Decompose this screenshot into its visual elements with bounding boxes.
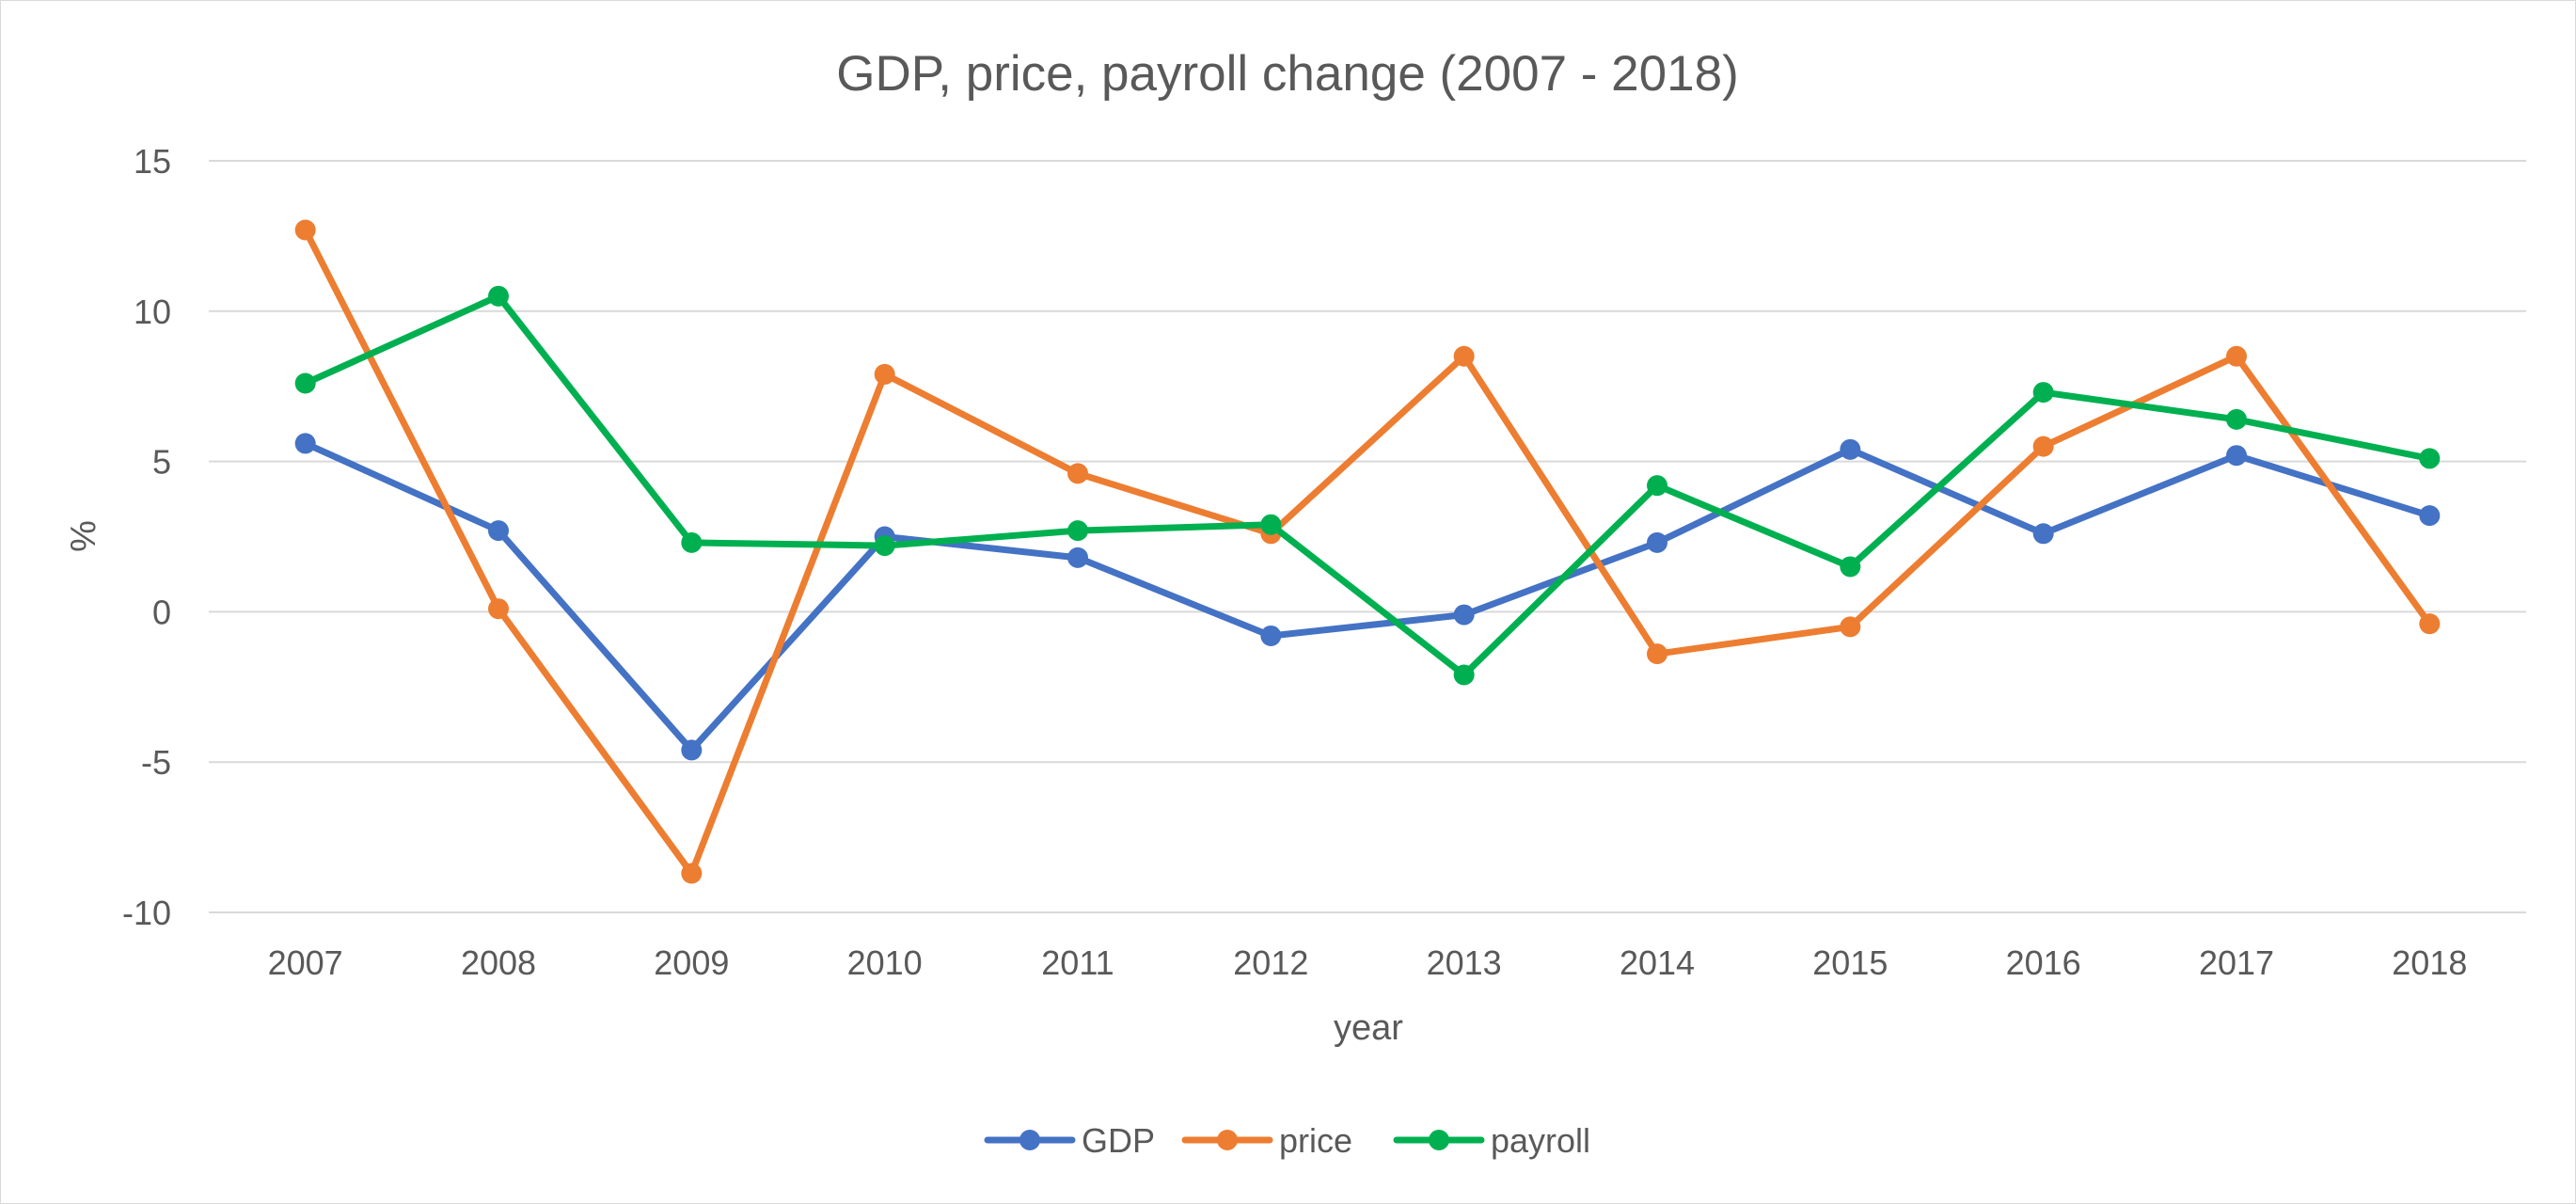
data-point-payroll	[2419, 448, 2441, 469]
y-tick-label: 10	[134, 293, 171, 331]
series-price	[294, 219, 2441, 884]
x-tick-label: 2011	[1041, 943, 1114, 982]
data-point-price	[1067, 463, 1088, 484]
data-point-GDP	[681, 739, 703, 761]
data-point-GDP	[2032, 523, 2054, 545]
x-tick-label: 2016	[2006, 943, 2081, 982]
data-point-price	[2226, 345, 2247, 367]
x-axis-ticks: 2007 2008 2009 2010 2011 2012 2013 2014 2015 2016…	[268, 943, 2468, 982]
legend-marker-price	[1217, 1130, 1238, 1150]
data-point-GDP	[1453, 604, 1475, 626]
legend-marker-GDP	[1019, 1130, 1040, 1150]
data-point-price	[681, 863, 703, 884]
data-point-payroll	[681, 531, 703, 553]
data-point-payroll	[2226, 408, 2247, 430]
x-tick-label: 2009	[654, 943, 729, 982]
data-point-price	[874, 363, 895, 385]
data-point-GDP	[2419, 505, 2441, 527]
data-point-price	[2032, 436, 2054, 457]
x-tick-label: 2017	[2199, 943, 2274, 982]
series-payroll	[294, 285, 2441, 686]
legend-label-price: price	[1279, 1121, 1352, 1160]
chart-title: GDP, price, payroll change (2007 - 2018)	[836, 46, 1738, 102]
y-tick-label: 15	[134, 142, 171, 181]
x-tick-label: 2013	[1427, 943, 1502, 982]
series-line-GDP	[302, 439, 2433, 753]
data-point-price	[2419, 613, 2441, 635]
gridlines	[209, 160, 2526, 913]
data-point-price	[1840, 616, 1861, 638]
x-tick-label: 2012	[1233, 943, 1308, 982]
legend-label-GDP: GDP	[1082, 1121, 1155, 1160]
data-point-payroll	[488, 285, 509, 307]
data-point-payroll	[1453, 664, 1475, 686]
data-point-GDP	[1647, 531, 1667, 553]
data-point-payroll	[2032, 382, 2054, 404]
data-point-GDP	[294, 433, 316, 454]
data-point-payroll	[1067, 520, 1088, 542]
data-point-price	[1647, 643, 1667, 665]
y-axis-label: %	[64, 520, 103, 552]
series-lines	[294, 219, 2441, 884]
y-tick-label: -10	[122, 894, 171, 932]
legend-marker-payroll	[1429, 1130, 1449, 1150]
x-tick-label: 2010	[847, 943, 923, 982]
data-point-price	[1453, 345, 1475, 367]
x-tick-label: 2014	[1620, 943, 1695, 982]
x-axis-label: year	[1334, 1008, 1403, 1048]
data-point-GDP	[1840, 438, 1861, 460]
x-tick-label: 2015	[1812, 943, 1888, 982]
legend-item-GDP: GDP	[984, 1121, 1155, 1160]
y-axis-ticks: 15 10 5 0 -5 -10	[122, 142, 171, 932]
y-tick-label: 0	[152, 593, 171, 631]
data-point-payroll	[874, 535, 895, 557]
data-point-price	[488, 598, 509, 620]
legend-item-payroll: payroll	[1393, 1121, 1590, 1160]
x-tick-label: 2007	[268, 943, 343, 982]
series-line-payroll	[302, 293, 2433, 678]
data-point-GDP	[488, 520, 509, 542]
y-tick-label: 5	[152, 443, 171, 482]
data-point-payroll	[294, 372, 316, 394]
data-point-payroll	[1260, 514, 1282, 535]
data-point-price	[294, 219, 316, 241]
data-point-GDP	[1067, 547, 1088, 568]
legend: GDP price payroll	[984, 1121, 1590, 1160]
legend-item-price: price	[1181, 1121, 1352, 1160]
data-point-GDP	[1260, 625, 1282, 646]
data-point-payroll	[1840, 556, 1861, 578]
x-tick-label: 2008	[461, 943, 536, 982]
data-point-payroll	[1647, 475, 1667, 497]
x-tick-label: 2018	[2392, 943, 2467, 982]
y-tick-label: -5	[141, 743, 171, 782]
legend-label-payroll: payroll	[1491, 1121, 1590, 1160]
data-point-GDP	[2226, 445, 2247, 467]
series-line-price	[302, 227, 2433, 877]
